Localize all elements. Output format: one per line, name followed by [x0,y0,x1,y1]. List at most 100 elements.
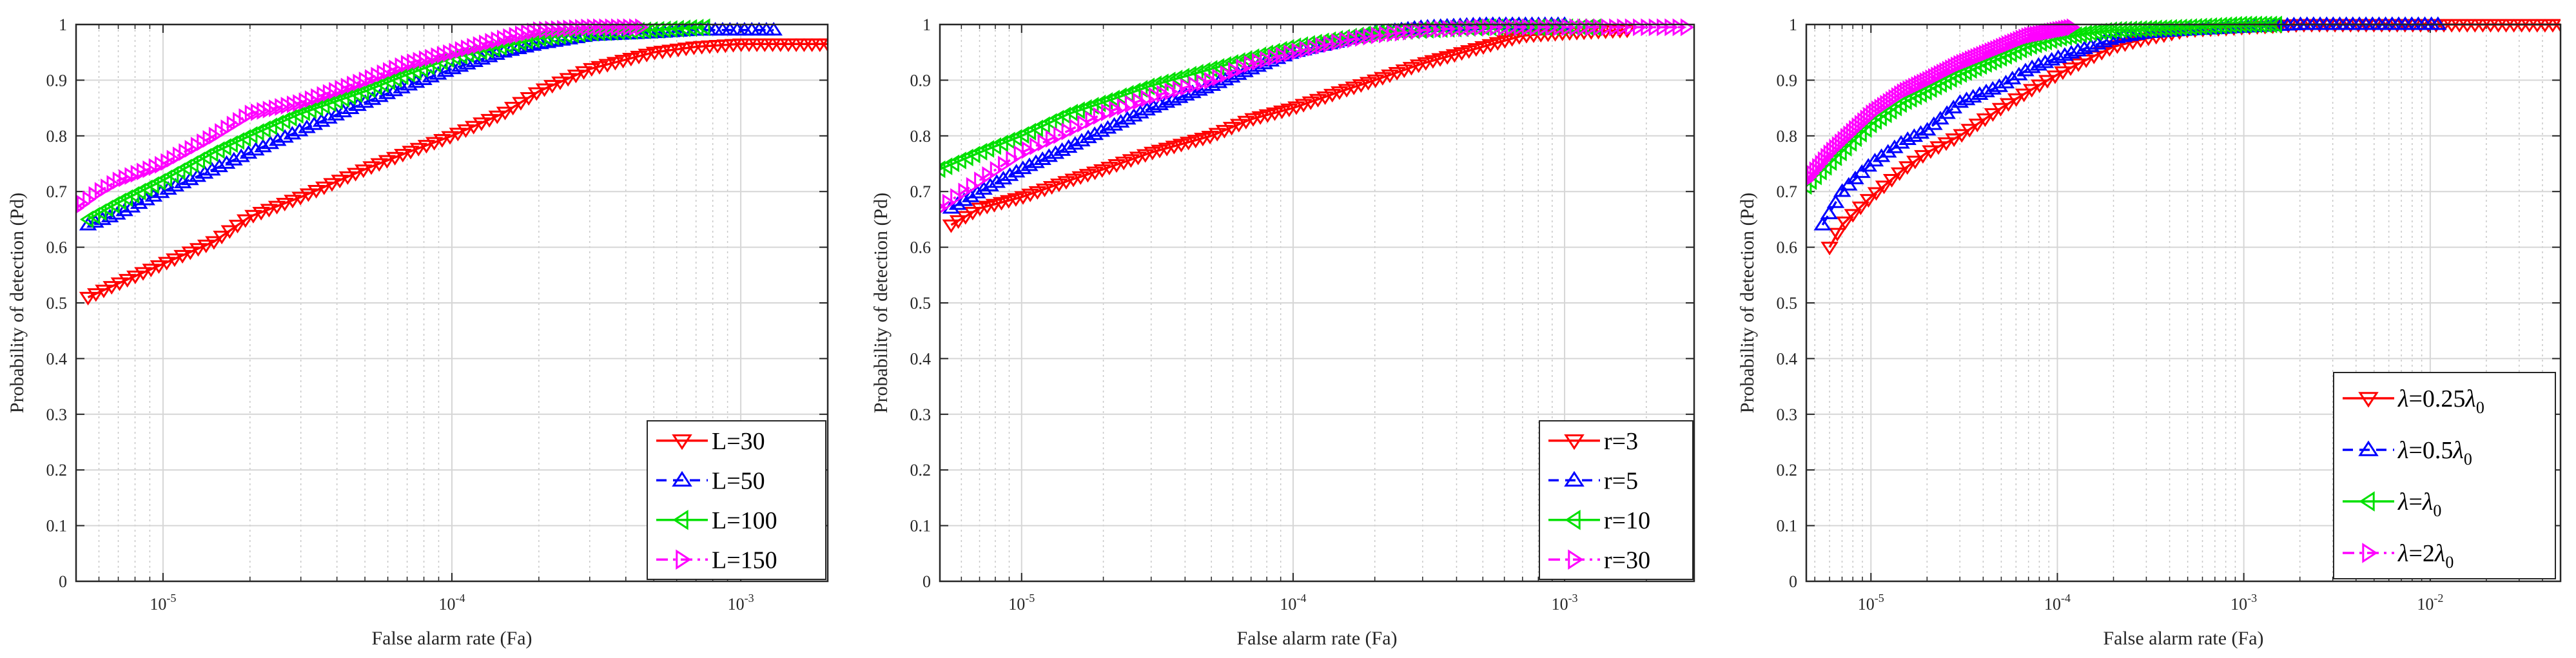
chart-2-series-1-marker [1201,130,1219,145]
chart-2-y-tick-label: 0.2 [910,461,932,479]
chart-2-series-1-marker [1158,142,1176,157]
chart-3-series-3-marker [1968,59,1982,77]
chart-2-series-1-marker [1179,137,1198,151]
chart-2-series-1-marker [1208,128,1226,142]
chart-2-series-1-marker [1093,164,1111,178]
chart-1-series-1-marker [220,225,239,239]
chart-1-series-1 [79,38,828,306]
chart-2-series-4-marker [1180,78,1195,97]
chart-1-series-1-marker [417,140,436,154]
chart-2-series-1-marker [1021,188,1039,202]
chart-1-series-1-marker [503,102,522,116]
chart-3-series-1-marker [1960,124,1979,138]
chart-3-series-1-marker [1828,227,1846,242]
chart-1-y-tick-label: 0.2 [46,461,68,479]
chart-2-series-2-marker [1066,136,1084,150]
chart-1-series-1-marker [496,106,514,121]
chart-2-series-1-marker [1136,149,1155,163]
chart-2-series-2-marker [1118,111,1137,125]
chart-1-series-2-marker [327,106,346,121]
chart-1-series-1-marker [685,41,703,55]
chart-1-series-2-marker [115,202,133,217]
chart-2-series-2-marker [1125,108,1143,122]
chart-2-series-1-marker [1115,157,1133,171]
chart-3-series-1-marker [1836,217,1855,231]
chart-1-series-1-marker [102,281,121,295]
chart-2-legend-label: r=30 [1604,547,1650,574]
chart-3-series-1-marker [1999,98,2018,112]
chart-2-series-2-marker [1105,117,1124,131]
chart-1-series-2-marker [342,100,360,115]
chart-1-series-1-marker [551,76,569,90]
chart-2-series-1-marker [1265,107,1284,121]
chart-2-x-tick-label: 10-4 [1280,592,1306,614]
chart-1-series-2-marker [334,103,353,117]
chart-2-y-tick-label: 0.5 [910,294,932,313]
chart-2-series-4-marker [1133,92,1147,111]
chart-1-series-1-marker [402,146,420,160]
chart-2-series-4-marker [1204,72,1218,90]
chart-2-series-1-marker [1302,96,1320,110]
chart-3-series-1-marker [2069,58,2087,72]
chart-2-legend-label: r=10 [1604,507,1650,534]
chart-3-legend-box [2333,372,2556,579]
chart-1-series-1-marker [559,73,577,87]
chart-2-series-1-marker [1244,113,1262,127]
chart-3-series-3-marker [1958,63,1972,81]
chart-2-series-4-marker [1244,55,1258,73]
chart-3-y-tick-label: 0.6 [1777,238,1798,257]
chart-2-series-2-marker [1079,130,1097,144]
chart-1-series-1-marker [331,175,349,189]
chart-1-legend-label: L=30 [712,428,765,455]
chart-2-series-1-marker [1172,139,1191,153]
chart-3-series-2-marker [1977,83,1995,97]
chart-1-series-2-marker [276,129,294,143]
chart-2-series-4-marker [1307,39,1322,57]
chart-3-series-2-marker [1813,217,1831,231]
chart-2-series-1-marker [942,219,961,233]
chart-3-y-tick-label: 0.5 [1777,294,1798,313]
chart-2-series-4-marker [1410,22,1425,40]
chart-2-legend-label: r=3 [1604,428,1638,455]
chart-1-series-3-marker [644,21,658,39]
chart-1-series-1-marker [645,46,664,61]
chart-2-series-1-marker [1445,49,1464,63]
chart-2-series-4-marker [1156,84,1171,103]
chart-1-series-2-marker [458,55,476,70]
chart-1-series-1-marker [244,209,262,224]
chart-3-series-3-marker [2003,44,2017,63]
chart-2-series-1-marker [1452,47,1471,61]
chart-1-series-1-marker [181,246,200,260]
chart-2-series-1-marker [1402,62,1421,76]
chart-3-series-3-marker [2013,41,2027,59]
chart-3-series-1-marker [1851,201,1870,215]
chart-2-series-4-marker [1149,87,1163,105]
chart-2-series-4-marker [1013,145,1028,163]
chart-3-y-tick-label: 0.9 [1777,71,1798,90]
chart-2-series-1-marker [1280,103,1298,117]
chart-1-y-tick-label: 1 [59,15,67,34]
chart-2-series-2-marker [1164,92,1182,106]
chart-2-series-2-marker [981,177,999,191]
chart-2-y-tick-label: 0.3 [910,405,932,424]
chart-2-legend-label: r=5 [1604,467,1638,494]
chart-2-series-2-marker [1007,164,1026,178]
chart-2-series-1-marker [964,206,982,221]
chart-1-series-2-marker [378,85,396,99]
chart-3-series-2-marker [2029,57,2048,71]
chart-3-series-2-marker [2023,59,2041,73]
chart-1-series-1-marker [520,92,538,106]
chart-2-series-2-marker [1086,126,1104,140]
chart-2-series-1-marker [1345,81,1363,95]
chart-3-legend-label: λ=2λ0 [2397,540,2454,572]
chart-3-series-2-marker [2429,16,2447,30]
chart-3-series-2-marker [1886,139,1904,153]
chart-2-series-2-marker [1046,145,1065,159]
chart-2-series-1-marker [1366,74,1385,88]
chart-3-series-2-marker [1892,135,1910,149]
chart-2-series-2-marker [1151,96,1169,110]
chart-1-series-1-marker [268,200,286,215]
chart-1-series-1-marker [346,168,365,182]
chart-2-series-3-marker [1385,23,1399,41]
